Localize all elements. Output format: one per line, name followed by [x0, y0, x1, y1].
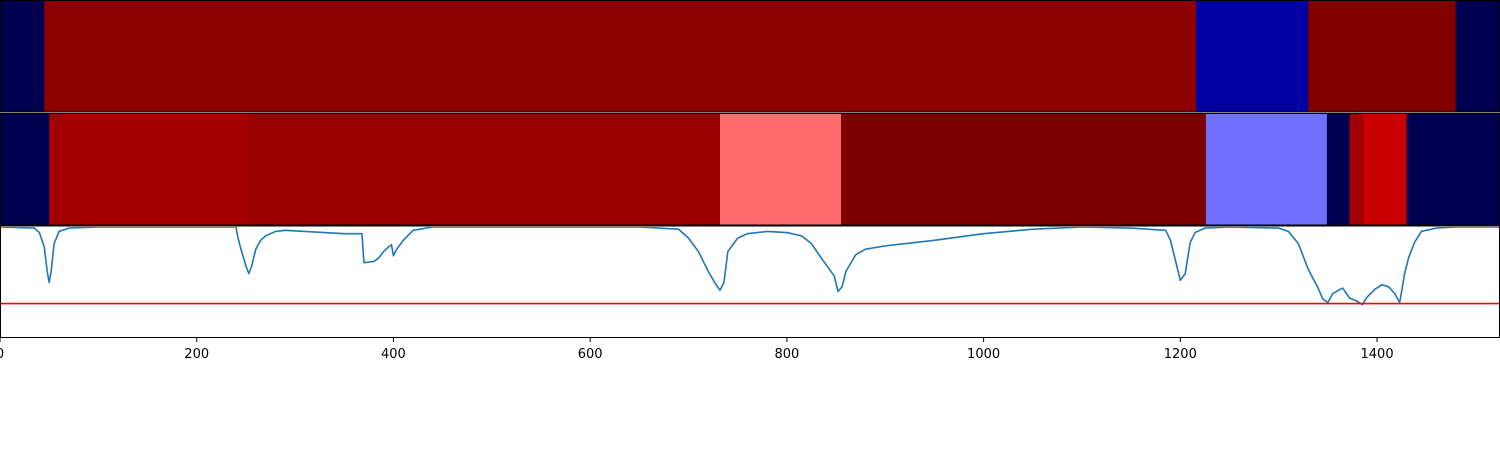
heatmap-1-segment-0: [0, 1, 45, 112]
x-tick-label-1200: 1200: [1164, 347, 1197, 362]
line-plot: [0, 227, 1500, 306]
heatmap-2-segment-1: [49, 114, 249, 225]
heatmap-2-segment-4: [840, 114, 1207, 225]
series-line: [0, 227, 1500, 306]
heatmap-2-segment-0: [0, 114, 50, 225]
x-tick-label-1000: 1000: [967, 347, 1000, 362]
heatmap-2-segment-9: [1406, 114, 1500, 225]
heatmap-2-segment-6: [1326, 114, 1351, 225]
heatmap-strip-1: [0, 1, 1500, 112]
heatmap-1-segment-2: [1196, 1, 1309, 112]
heatmap-2-segment-3: [720, 114, 842, 225]
x-tick-label-1400: 1400: [1361, 347, 1394, 362]
heatmap-2-segment-2: [247, 114, 721, 225]
heatmap-2-segment-7: [1349, 114, 1364, 225]
heatmap-strip-2: [0, 114, 1500, 225]
x-tick-label-400: 400: [381, 347, 406, 362]
heatmap-2-segment-5: [1205, 114, 1328, 225]
heatmap-1-segment-1: [44, 1, 1197, 112]
x-tick-label-800: 800: [774, 347, 799, 362]
line-plot-frame: [0, 225, 1500, 338]
x-axis: 0 200 400 600 800 1000 1200 1400: [0, 338, 1394, 362]
x-tick-label-600: 600: [578, 347, 603, 362]
x-tick-label-0: 0: [0, 347, 4, 362]
x-tick-label-200: 200: [184, 347, 209, 362]
heatmap-1-segment-3: [1308, 1, 1457, 112]
heatmap-1-segment-4: [1455, 1, 1500, 112]
heatmap-2-segment-8: [1363, 114, 1408, 225]
